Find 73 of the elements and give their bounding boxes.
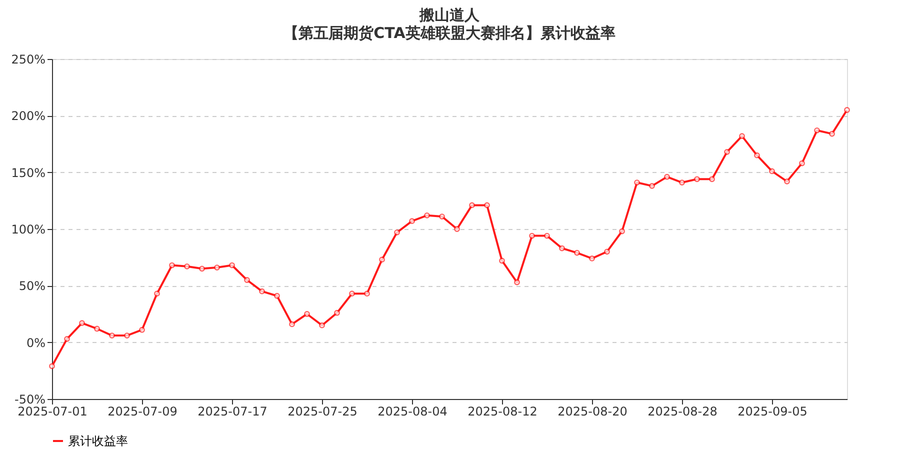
point — [619, 228, 625, 234]
point — [379, 256, 385, 263]
x-tick-label: 2025-08-04 — [378, 404, 448, 418]
point — [709, 176, 715, 182]
y-tick-label: 150% — [11, 166, 46, 180]
point — [349, 290, 355, 297]
point — [304, 311, 310, 317]
point — [64, 336, 70, 342]
point — [634, 180, 640, 186]
point — [679, 180, 685, 186]
point — [439, 214, 445, 220]
point — [604, 248, 610, 255]
point — [289, 321, 295, 328]
chart-subtitle: 【第五届期货CTA英雄联盟大赛排名】累计收益率 — [284, 24, 616, 42]
point — [214, 264, 220, 270]
y-tick-label: 0% — [26, 336, 46, 350]
point — [424, 212, 430, 218]
point — [769, 168, 775, 174]
point — [544, 232, 550, 239]
legend-label: 累计收益率 — [68, 434, 128, 448]
point — [514, 279, 520, 286]
y-tick-label: -50% — [14, 392, 46, 406]
point — [784, 178, 790, 184]
point — [409, 218, 415, 224]
x-tick-label: 2025-08-12 — [468, 404, 538, 418]
point — [499, 258, 505, 264]
point — [229, 262, 235, 268]
x-tick-label: 2025-09-05 — [738, 404, 808, 418]
point — [664, 174, 670, 180]
point — [799, 160, 805, 166]
point — [694, 176, 700, 182]
point — [559, 245, 565, 252]
point — [319, 322, 325, 328]
point — [274, 292, 280, 299]
point — [244, 277, 250, 283]
point — [649, 182, 655, 189]
point — [139, 326, 145, 333]
point — [109, 332, 115, 338]
point — [364, 290, 370, 297]
point — [94, 326, 100, 332]
point — [394, 229, 400, 236]
x-tick-label: 2025-07-17 — [198, 404, 268, 418]
point — [184, 263, 190, 270]
y-tick-label: 250% — [11, 52, 46, 66]
point — [259, 288, 265, 294]
y-tick-label: 100% — [11, 222, 46, 236]
point — [334, 310, 340, 316]
x-tick-label: 2025-08-20 — [558, 404, 628, 418]
x-tick-label: 2025-07-25 — [288, 404, 358, 418]
point — [574, 250, 580, 256]
y-tick-label: 50% — [18, 279, 46, 294]
point — [724, 148, 730, 155]
x-tick-label: 2025-08-28 — [648, 404, 718, 418]
point — [589, 256, 595, 262]
y-tick-label: 200% — [11, 109, 46, 124]
point — [739, 133, 745, 140]
point — [124, 332, 130, 338]
point — [814, 127, 820, 134]
point — [79, 320, 85, 326]
point — [529, 232, 535, 239]
point — [484, 202, 490, 208]
point — [154, 290, 160, 297]
point — [829, 130, 835, 137]
x-tick-label: 2025-07-01 — [18, 404, 88, 418]
point — [49, 363, 55, 370]
point — [754, 152, 760, 158]
point — [844, 107, 850, 113]
point — [469, 202, 475, 208]
chart-title: 搬山道人 — [418, 6, 480, 24]
point — [169, 262, 175, 268]
point — [199, 266, 205, 272]
x-tick-label: 2025-07-09 — [108, 404, 178, 418]
point — [454, 226, 460, 232]
